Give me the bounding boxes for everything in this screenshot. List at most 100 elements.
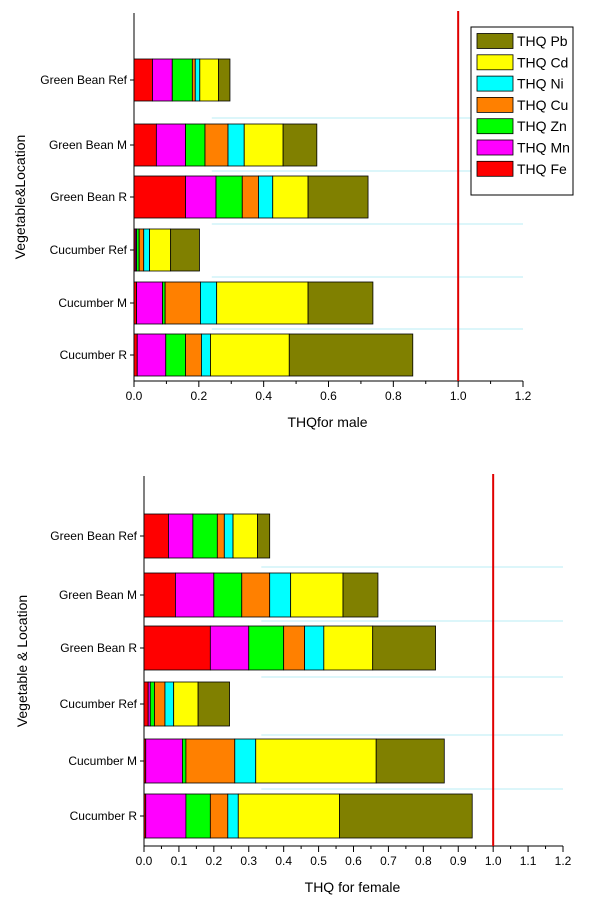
x-tick-label: 0.1 xyxy=(171,854,188,868)
bar-segment xyxy=(168,513,194,559)
x-tick-label: 0.0 xyxy=(126,389,143,403)
bar-segment xyxy=(216,281,309,325)
bar-segment xyxy=(213,572,243,618)
bar-segment xyxy=(255,738,377,784)
x-tick-label: 0.0 xyxy=(136,854,153,868)
bar-segment xyxy=(232,513,258,559)
bar-segment xyxy=(143,513,169,559)
bar-segment xyxy=(204,123,229,167)
bar-segment xyxy=(269,572,292,618)
male-thq-chart: 0.0 0.2 0.4 0.6 0.8 1.0 1.2 Green Bean Ref Green… xyxy=(12,11,574,430)
bar-segment xyxy=(171,58,193,102)
bar-segment xyxy=(218,58,231,102)
bar-segment xyxy=(133,333,138,377)
category-label: Green Bean R xyxy=(50,190,127,204)
legend-label: THQ Cu xyxy=(517,97,568,113)
category-label: Cucumber M xyxy=(58,296,127,310)
bar-segment xyxy=(136,333,167,377)
bar-segment xyxy=(243,123,284,167)
bar-segment xyxy=(133,175,186,219)
bar-segment xyxy=(185,123,206,167)
bar-segment xyxy=(185,738,236,784)
bar-segment xyxy=(143,572,176,618)
legend-swatch xyxy=(476,54,514,71)
x-tick-label: 0.6 xyxy=(320,389,337,403)
category-label: Cucumber Ref xyxy=(60,697,138,711)
x-tick-label: 0.4 xyxy=(255,389,272,403)
legend-label: THQ Cd xyxy=(517,54,568,70)
bar-segment xyxy=(216,513,225,559)
bar-segment xyxy=(272,175,309,219)
bar-segment xyxy=(248,625,285,671)
legend-swatch xyxy=(476,118,514,135)
bar-segment xyxy=(234,738,257,784)
bar-segment xyxy=(164,681,175,727)
bar-segment xyxy=(136,281,163,325)
x-tick-label: 0.4 xyxy=(275,854,292,868)
bar-segment xyxy=(191,58,196,102)
bar-segment xyxy=(185,175,217,219)
bar-segment xyxy=(165,333,186,377)
legend-label: THQ Fe xyxy=(517,161,567,177)
bar-segment xyxy=(307,175,369,219)
x-axis-label: THQfor male xyxy=(287,414,367,430)
bar-segment xyxy=(164,281,201,325)
x-tick-label: 1.0 xyxy=(450,389,467,403)
bar-segment xyxy=(138,228,145,272)
bar-segment xyxy=(227,793,239,839)
legend-swatch xyxy=(476,160,514,177)
bar-segment xyxy=(209,625,250,671)
x-tick-label: 0.8 xyxy=(415,854,432,868)
x-tick-label: 0.2 xyxy=(205,854,222,868)
bar-segment xyxy=(143,681,149,727)
y-axis-label: Vegetable&Location xyxy=(12,135,28,260)
legend-label: THQ Mn xyxy=(517,140,570,156)
category-label: Green Bean Ref xyxy=(50,529,137,543)
bar-segment xyxy=(342,572,379,618)
bar-segment xyxy=(241,572,271,618)
bar-segment xyxy=(258,175,274,219)
x-axis-label: THQ for female xyxy=(305,879,401,895)
bar-segment xyxy=(210,333,290,377)
bar-segment xyxy=(143,625,211,671)
category-label: Green Bean R xyxy=(60,641,137,655)
legend-label: THQ Ni xyxy=(517,76,564,92)
x-tick-label: 0.3 xyxy=(240,854,257,868)
bar-segment xyxy=(307,281,374,325)
x-tick-label: 0.5 xyxy=(310,854,327,868)
bar-segment xyxy=(149,228,172,272)
x-tick-label: 1.1 xyxy=(520,854,537,868)
bar-segment xyxy=(133,58,153,102)
bar-segment xyxy=(154,681,166,727)
x-tick-label: 0.2 xyxy=(190,389,207,403)
x-tick-label: 1.2 xyxy=(515,389,532,403)
bar-segment xyxy=(241,175,259,219)
bar-segment xyxy=(227,123,245,167)
bar-segment xyxy=(192,513,218,559)
bar-segment xyxy=(133,123,157,167)
bar-segment xyxy=(209,793,229,839)
bar-segment xyxy=(375,738,445,784)
category-label: Green Bean M xyxy=(59,588,137,602)
female-thq-chart: 0.0 0.1 0.2 0.3 0.4 0.5 0.6 0.7 0.8 0.9 1.0 1.1 1.2 G… xyxy=(14,474,572,895)
bar-segment xyxy=(237,793,340,839)
bar-segment xyxy=(283,625,306,671)
bar-segment xyxy=(182,738,187,784)
x-tick-label: 0.6 xyxy=(345,854,362,868)
bar-segment xyxy=(323,625,374,671)
bar-segment xyxy=(290,572,344,618)
x-tick-label: 0.9 xyxy=(450,854,467,868)
category-label: Cucumber R xyxy=(70,809,138,823)
bar-segment xyxy=(175,572,215,618)
bar-segment xyxy=(304,625,325,671)
bar-segment xyxy=(145,738,183,784)
bar-segment xyxy=(197,681,230,727)
bar-segment xyxy=(339,793,473,839)
bar-segment xyxy=(170,228,200,272)
bar-segment xyxy=(200,281,218,325)
bar-segment xyxy=(372,625,436,671)
bar-segment xyxy=(194,58,201,102)
bar-segment xyxy=(215,175,243,219)
category-label: Green Bean M xyxy=(49,138,127,152)
